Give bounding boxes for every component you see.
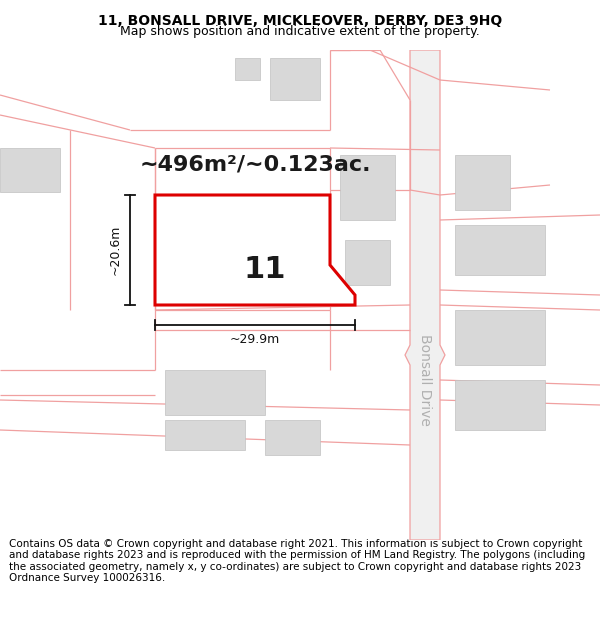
Polygon shape <box>235 58 260 80</box>
Polygon shape <box>155 195 355 305</box>
Text: ~29.9m: ~29.9m <box>230 333 280 346</box>
Polygon shape <box>455 310 545 365</box>
Polygon shape <box>345 240 390 285</box>
Polygon shape <box>405 50 445 540</box>
Text: 11: 11 <box>244 256 286 284</box>
Polygon shape <box>455 380 545 430</box>
Polygon shape <box>340 155 395 220</box>
Polygon shape <box>215 248 300 295</box>
Polygon shape <box>455 155 510 210</box>
Text: ~496m²/~0.123ac.: ~496m²/~0.123ac. <box>139 155 371 175</box>
Text: Bonsall Drive: Bonsall Drive <box>418 334 432 426</box>
Text: Contains OS data © Crown copyright and database right 2021. This information is : Contains OS data © Crown copyright and d… <box>9 539 585 583</box>
Polygon shape <box>165 420 245 450</box>
Polygon shape <box>270 58 320 100</box>
Text: Map shows position and indicative extent of the property.: Map shows position and indicative extent… <box>120 24 480 38</box>
Polygon shape <box>455 225 545 275</box>
Polygon shape <box>265 420 320 455</box>
Text: ~20.6m: ~20.6m <box>109 225 122 275</box>
Text: 11, BONSALL DRIVE, MICKLEOVER, DERBY, DE3 9HQ: 11, BONSALL DRIVE, MICKLEOVER, DERBY, DE… <box>98 14 502 28</box>
Polygon shape <box>165 370 265 415</box>
Polygon shape <box>0 148 60 192</box>
